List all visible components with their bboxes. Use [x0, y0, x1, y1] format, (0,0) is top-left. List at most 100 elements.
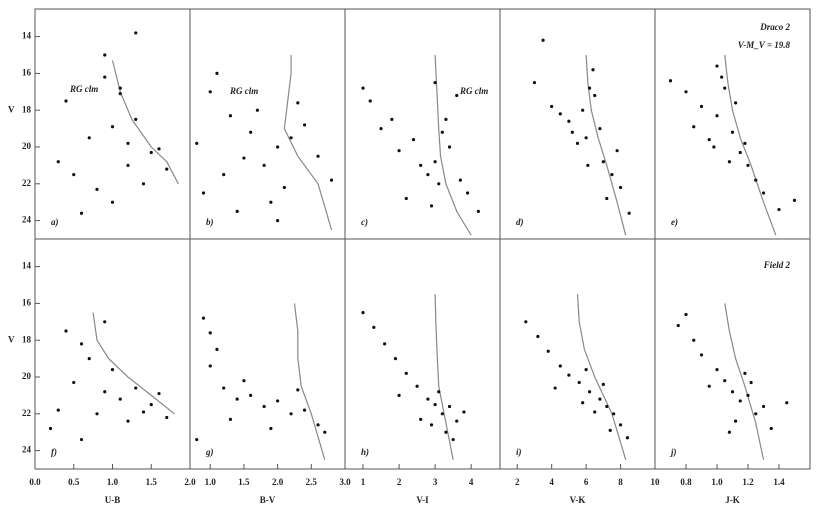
- star-point: [316, 154, 320, 158]
- star-point: [618, 185, 623, 190]
- panel-frame: [189, 238, 346, 470]
- annotation: RG clm: [229, 86, 258, 96]
- x-axis-label: J-K: [725, 495, 740, 505]
- y-tick-label: 20: [22, 371, 32, 381]
- star-point: [707, 138, 711, 142]
- star-point: [429, 423, 434, 427]
- panel-label: h): [361, 447, 369, 457]
- star-point: [584, 368, 588, 372]
- annotation: V-M_V = 19.8: [738, 40, 791, 50]
- star-point: [437, 390, 441, 394]
- annotation: Draco 2: [759, 22, 790, 32]
- star-point: [546, 349, 550, 353]
- star-point: [103, 320, 107, 324]
- x-axis-label: U-B: [105, 495, 121, 505]
- star-point: [567, 119, 571, 123]
- star-point: [692, 338, 696, 342]
- star-point: [743, 371, 747, 375]
- isochrone: [434, 294, 454, 460]
- star-point: [208, 90, 212, 94]
- star-point: [723, 86, 727, 90]
- star-point: [296, 101, 300, 105]
- x-tick-label: 0.0: [29, 477, 41, 487]
- star-point: [584, 136, 588, 140]
- star-point: [276, 399, 280, 403]
- star-point: [754, 412, 758, 416]
- star-point: [754, 178, 758, 182]
- star-point: [56, 408, 60, 412]
- star-point: [404, 371, 408, 375]
- x-tick-label: 0.5: [68, 477, 80, 487]
- panel-frame: [189, 8, 346, 240]
- star-point: [118, 92, 122, 96]
- isochrone: [434, 54, 472, 236]
- star-point: [118, 397, 122, 401]
- panel-label: d): [516, 217, 524, 227]
- star-point: [465, 191, 470, 195]
- star-point: [684, 90, 688, 94]
- star-point: [627, 211, 631, 215]
- star-point: [64, 99, 68, 103]
- star-point: [558, 364, 562, 368]
- star-point: [72, 380, 76, 385]
- x-tick-label: 2.0: [272, 477, 284, 487]
- y-axis-label: V: [8, 334, 15, 344]
- star-point: [411, 138, 416, 142]
- star-point: [404, 196, 408, 201]
- star-point: [777, 207, 781, 212]
- star-point: [426, 173, 430, 177]
- star-point: [242, 156, 246, 160]
- star-point: [734, 101, 738, 105]
- star-point: [567, 373, 571, 377]
- star-point: [455, 419, 459, 423]
- panel-label: a): [51, 217, 59, 227]
- star-point: [397, 393, 401, 397]
- star-point: [393, 357, 398, 361]
- star-point: [746, 393, 750, 397]
- y-tick-label: 24: [22, 445, 32, 455]
- x-axis-label: B-V: [260, 495, 276, 505]
- panel-frame: [34, 238, 191, 470]
- star-point: [276, 219, 280, 223]
- x-tick-label: 2.0: [184, 477, 196, 487]
- panel-frame: [499, 238, 656, 470]
- star-point: [593, 410, 597, 414]
- panel-label: e): [671, 217, 678, 227]
- star-point: [48, 426, 53, 431]
- annotation: Field 2: [763, 260, 791, 270]
- star-point: [699, 353, 704, 357]
- x-tick-label: 4: [549, 477, 554, 487]
- y-tick-label: 18: [22, 334, 32, 344]
- star-point: [262, 163, 266, 167]
- star-point: [368, 99, 372, 103]
- y-tick-label: 14: [22, 31, 32, 41]
- star-point: [532, 81, 537, 85]
- y-tick-label: 16: [22, 297, 32, 307]
- star-point: [157, 391, 161, 396]
- star-point: [242, 379, 246, 383]
- star-point: [141, 182, 146, 186]
- star-point: [440, 130, 444, 134]
- star-point: [577, 380, 581, 385]
- star-point: [684, 312, 688, 317]
- star-point: [87, 357, 91, 361]
- panel-frame: [34, 8, 191, 240]
- star-point: [165, 167, 169, 171]
- star-point: [433, 81, 437, 85]
- star-point: [426, 397, 430, 401]
- star-point: [149, 403, 153, 407]
- star-point: [447, 404, 452, 409]
- star-point: [95, 412, 99, 416]
- panel-label: c): [361, 217, 368, 227]
- star-point: [235, 209, 239, 213]
- annotation: RG clm: [459, 86, 488, 96]
- star-point: [269, 426, 273, 431]
- star-point: [361, 86, 365, 90]
- star-point: [118, 86, 122, 90]
- star-point: [110, 200, 115, 204]
- isochrone: [724, 54, 777, 236]
- isochrone: [92, 312, 175, 415]
- star-point: [228, 114, 233, 118]
- star-point: [215, 71, 219, 75]
- x-tick-label: 0.8: [680, 477, 692, 487]
